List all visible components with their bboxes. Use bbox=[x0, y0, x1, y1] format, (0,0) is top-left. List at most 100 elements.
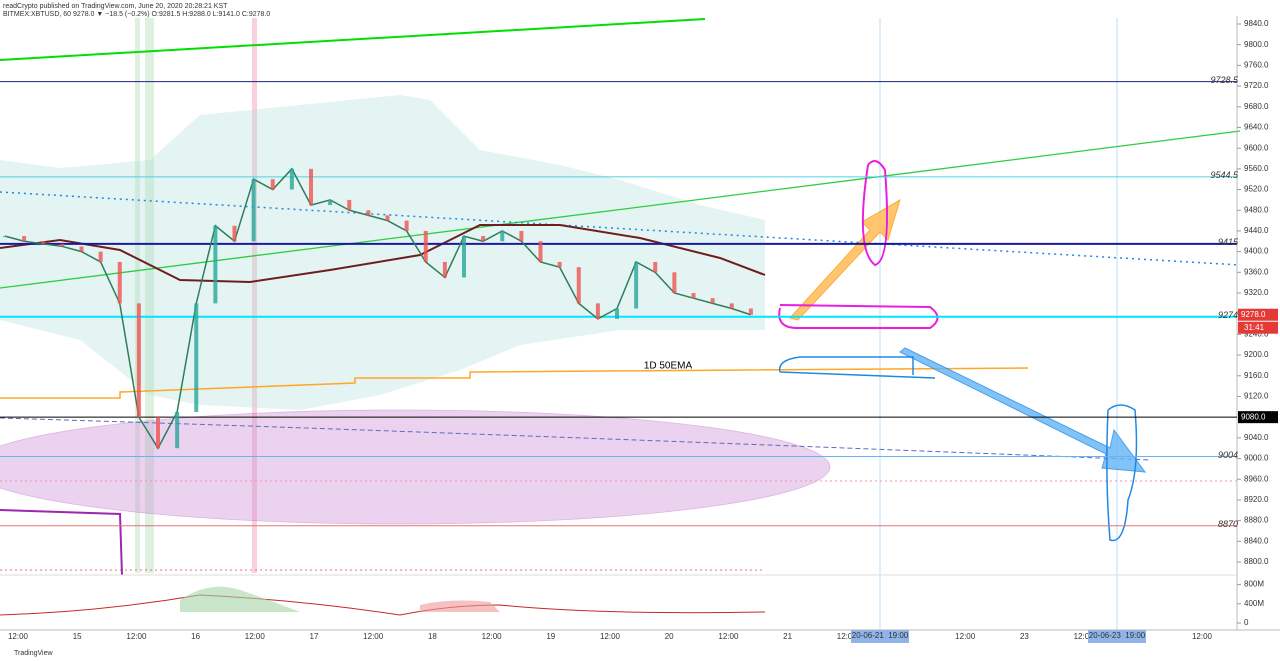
trend bbox=[0, 417, 1151, 461]
y-tick-label: 9160.0 bbox=[1244, 371, 1269, 380]
x-tick-label: 12:00 bbox=[955, 632, 976, 641]
y-tick-label: 9440.0 bbox=[1244, 226, 1269, 235]
y-tick-label: 9520.0 bbox=[1244, 185, 1269, 194]
x-tick-label: 16 bbox=[191, 632, 200, 641]
y-tick-label: 9360.0 bbox=[1244, 267, 1269, 276]
candle bbox=[385, 215, 390, 221]
shape bbox=[778, 304, 939, 330]
candle bbox=[481, 236, 486, 242]
x-tick-label: 12:00 bbox=[600, 632, 621, 641]
y-tick-label: 9480.0 bbox=[1244, 205, 1269, 214]
candle bbox=[634, 261, 639, 309]
x-tick-label: 12:00 bbox=[363, 632, 384, 641]
y-tick-label: 9000.0 bbox=[1244, 454, 1269, 463]
footer: TradingView bbox=[14, 650, 53, 657]
candle bbox=[60, 243, 65, 247]
price-badge bbox=[1238, 308, 1278, 321]
band bbox=[135, 18, 140, 573]
volume-ma bbox=[0, 594, 766, 616]
candle bbox=[41, 241, 46, 244]
y-tick-label: 9560.0 bbox=[1244, 164, 1269, 173]
x-tick-label: 15 bbox=[73, 632, 82, 641]
zone bbox=[0, 409, 831, 525]
candle bbox=[729, 303, 734, 309]
candle bbox=[500, 230, 505, 242]
x-tick-label: 12:00 bbox=[1192, 632, 1213, 641]
y-tick-label: 9200.0 bbox=[1244, 350, 1269, 359]
candle bbox=[98, 251, 103, 262]
candle bbox=[615, 308, 619, 319]
candle bbox=[194, 303, 199, 412]
volume-tick-label: 0 bbox=[1244, 618, 1249, 627]
x-highlight bbox=[851, 630, 909, 643]
candle bbox=[136, 303, 141, 418]
countdown-bg bbox=[1238, 321, 1278, 334]
candle bbox=[289, 168, 294, 190]
volume-tick-label: 800M bbox=[1244, 580, 1264, 589]
annotation: 1D 50EMA bbox=[644, 361, 693, 372]
candle bbox=[595, 303, 600, 319]
y-tick-label: 8840.0 bbox=[1244, 536, 1269, 545]
y-tick-label: 9600.0 bbox=[1244, 143, 1269, 152]
candle bbox=[557, 261, 562, 268]
price-badge-label: 9080.0 bbox=[1241, 412, 1266, 421]
candle bbox=[309, 168, 313, 206]
x-tick-label: 19 bbox=[546, 632, 555, 641]
x-tick-label: 18 bbox=[428, 632, 437, 641]
candle bbox=[442, 261, 447, 278]
price-badge bbox=[1238, 411, 1278, 424]
shape bbox=[861, 160, 889, 267]
y-tick-label: 9840.0 bbox=[1244, 19, 1269, 28]
band bbox=[252, 18, 257, 573]
candle bbox=[270, 179, 275, 190]
y-tick-label: 9240.0 bbox=[1244, 329, 1269, 338]
x-tick-label: 12:00 bbox=[8, 632, 29, 641]
candle bbox=[404, 220, 409, 231]
candle bbox=[328, 199, 333, 206]
shape bbox=[778, 356, 936, 379]
ma bbox=[0, 224, 766, 284]
candle bbox=[3, 236, 7, 238]
candle bbox=[366, 210, 371, 216]
ema bbox=[0, 367, 1029, 399]
trend bbox=[0, 18, 706, 61]
y-tick-label: 9680.0 bbox=[1244, 102, 1269, 111]
volume-area bbox=[420, 600, 500, 612]
band bbox=[145, 18, 154, 573]
x-tick-label: 12:00 bbox=[482, 632, 503, 641]
candle bbox=[576, 267, 581, 304]
x-tick-label: 12:00 bbox=[126, 632, 147, 641]
level-label: 9004 bbox=[1218, 450, 1238, 460]
x-highlight bbox=[1088, 630, 1146, 643]
candle bbox=[538, 241, 543, 262]
candle bbox=[232, 225, 237, 242]
x-tick-label: 23 bbox=[1020, 632, 1029, 641]
x-highlight-label: 20-06-23 19:00 bbox=[1089, 631, 1146, 640]
candle bbox=[519, 230, 524, 242]
ma bbox=[0, 509, 123, 576]
level-label: 8870 bbox=[1218, 519, 1238, 529]
level-label: 9728.5 bbox=[1210, 75, 1239, 85]
x-tick-label: 17 bbox=[310, 632, 319, 641]
candle bbox=[672, 272, 677, 293]
level-label: 9544.5 bbox=[1210, 170, 1239, 180]
candle bbox=[251, 179, 256, 242]
y-tick-label: 9640.0 bbox=[1244, 123, 1269, 132]
candle bbox=[347, 199, 352, 211]
candle bbox=[710, 298, 715, 304]
candle bbox=[156, 417, 160, 449]
x-tick-label: 12:00 bbox=[1074, 632, 1095, 641]
candle bbox=[423, 230, 428, 262]
candle bbox=[691, 293, 696, 299]
arrow bbox=[899, 347, 1147, 473]
y-tick-label: 8960.0 bbox=[1244, 474, 1269, 483]
y-tick-label: 9400.0 bbox=[1244, 247, 1269, 256]
x-tick-label: 12:00 bbox=[245, 632, 266, 641]
x-tick-label: 12:00 bbox=[837, 632, 858, 641]
x-highlight-label: 20-06-21 19:00 bbox=[852, 631, 909, 640]
x-tick-label: 12:00 bbox=[718, 632, 739, 641]
publisher: readCrypto published on TradingView.com,… bbox=[3, 3, 228, 10]
x-tick-label: 20 bbox=[665, 632, 674, 641]
